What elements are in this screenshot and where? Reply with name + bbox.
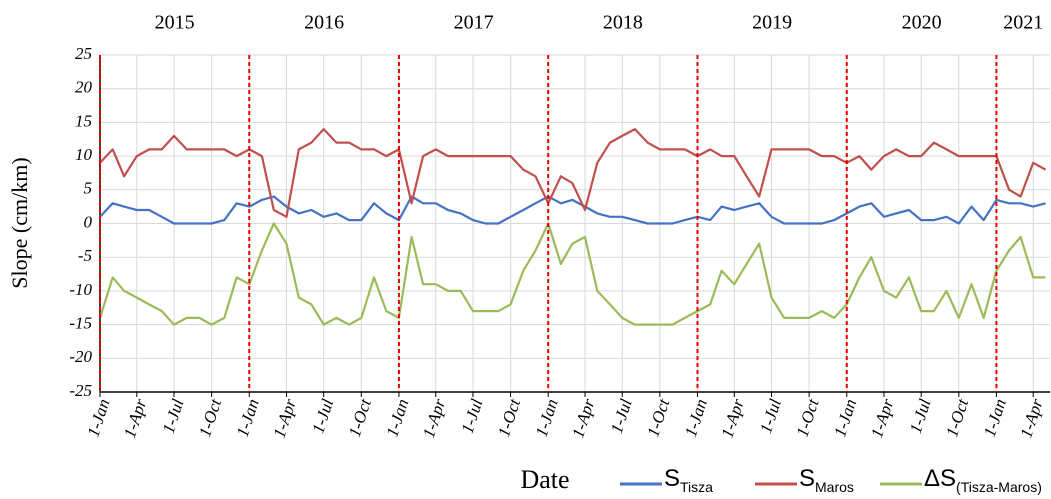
year-label: 2016 [304,12,344,34]
legend-name: S [799,465,815,492]
year-label: 2017 [454,12,494,34]
x-tick-label: 1-Apr [270,396,300,440]
legend-name: ΔS [924,465,956,492]
x-tick-label: 1-Jan [83,397,113,440]
x-axis-label: Date [520,465,569,494]
x-tick-label: 1-Oct [345,395,375,439]
y-tick-label: -10 [69,280,92,299]
year-label: 2019 [752,12,792,34]
x-tick-label: 1-Jul [458,396,487,435]
legend-label: ΔS(Tisza-Maros) [924,465,1042,494]
y-tick-label: 15 [75,111,92,130]
x-tick-label: 1-Jul [756,396,785,435]
x-tick-label: 1-Oct [793,395,823,439]
x-tick-label: 1-Jul [906,396,935,435]
series-line [99,195,1046,225]
year-label: 2018 [603,12,643,34]
x-tick-label: 1-Apr [1016,396,1046,440]
y-tick-label: 5 [84,179,93,198]
x-tick-label: 1-Apr [867,396,897,440]
x-tick-label: 1-Apr [568,396,598,440]
y-tick-label: -25 [69,381,92,400]
year-label: 2015 [155,12,195,34]
x-tick-label: 1-Jan [830,397,860,440]
y-axis-label: Slope (cm/km) [7,157,32,288]
legend-item: ΔS(Tisza-Maros) [880,465,1042,495]
legend-label: STisza [664,465,713,494]
x-tick-label: 1-Jan [980,397,1010,440]
legend-name: S [664,465,680,492]
x-tick-label: 1-Jan [681,397,711,440]
y-tick-label: -5 [78,246,92,265]
x-tick-label: 1-Jul [607,396,636,435]
y-tick-label: -20 [69,347,92,366]
legend-item: STisza [620,465,713,495]
year-label: 2021 [1003,12,1043,34]
y-tick-label: 0 [84,212,93,231]
legend-subscript: (Tisza-Maros) [956,479,1042,495]
x-tick-label: 1-Apr [419,396,449,440]
series-line [99,128,1047,218]
legend-subscript: Maros [815,479,854,495]
x-tick-label: 1-Jan [382,397,412,440]
legend-subscript: Tisza [680,479,713,495]
legend-item: SMaros [755,465,854,495]
x-tick-label: 1-Jan [233,397,263,440]
y-tick-label: 20 [75,78,93,97]
year-label: 2020 [902,12,942,34]
x-tick-label: 1-Oct [494,395,524,439]
x-tick-label: 1-Jul [308,396,337,435]
y-tick-label: 25 [75,44,92,63]
x-tick-label: 1-Apr [717,396,747,440]
x-tick-label: 1-Oct [195,395,225,439]
y-tick-label: -15 [69,314,92,333]
series-line [98,222,1046,326]
x-tick-label: 1-Oct [942,395,972,439]
x-tick-label: 1-Apr [120,396,150,440]
x-tick-label: 1-Oct [643,395,673,439]
y-tick-label: 10 [75,145,93,164]
legend-label: SMaros [799,465,854,494]
x-tick-label: 1-Jan [532,397,562,440]
x-tick-label: 1-Jul [159,396,188,435]
